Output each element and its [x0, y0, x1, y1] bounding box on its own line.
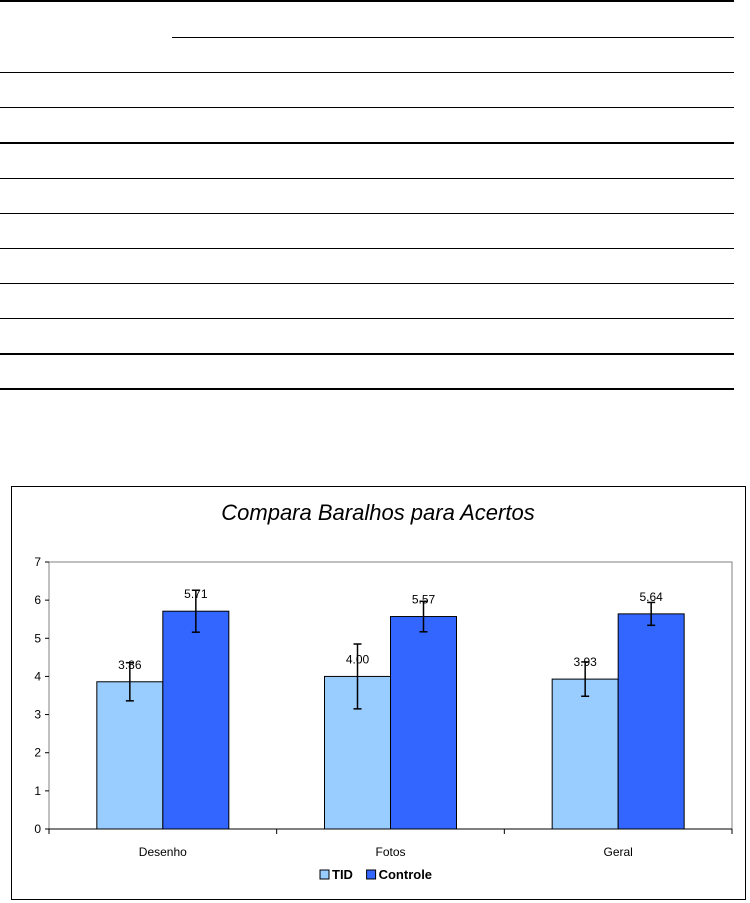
table-row-rule: [0, 248, 734, 249]
legend-label: TID: [332, 867, 353, 882]
table-row-rule: [0, 72, 734, 73]
data-label: 4.00: [346, 652, 370, 666]
y-tick-label: 3: [34, 708, 41, 722]
y-tick-label: 2: [34, 746, 41, 760]
y-tick-label: 1: [34, 784, 41, 798]
plot-area: 0 1 2 3 4 5 6 7 Desenho 3.86 5.71 Fotos 4.00 5.57 Gera…: [34, 555, 733, 882]
bar-tid: [96, 681, 164, 830]
table-row-rule: [0, 318, 734, 319]
bar-chart: Compara Baralhos para Acertos 0 1 2 3 4 5 6 7 De…: [34, 500, 733, 882]
y-tick-label: 0: [34, 822, 41, 836]
bar-controle: [390, 616, 457, 830]
table-top-rule: [0, 0, 734, 2]
y-tick-label: 6: [34, 593, 41, 607]
bar-tid: [551, 678, 619, 830]
y-tick-label: 5: [34, 631, 41, 645]
table-bottom-rule: [0, 388, 734, 390]
legend-swatch: [366, 869, 377, 880]
data-label: 3.93: [573, 655, 597, 669]
table-row-rule: [0, 142, 734, 144]
x-category-label: Geral: [603, 845, 632, 859]
data-label: 3.86: [118, 658, 142, 672]
table-row-rule: [0, 213, 734, 214]
table-row-rule: [0, 178, 734, 179]
data-label: 5.71: [184, 587, 208, 601]
x-category-label: Fotos: [375, 845, 405, 859]
chart-frame: Compara Baralhos para Acertos 0 1 2 3 4 5 6 7 De…: [11, 486, 746, 900]
chart-title: Compara Baralhos para Acertos: [221, 500, 534, 525]
legend-label: Controle: [379, 867, 432, 882]
x-category-label: Desenho: [139, 845, 187, 859]
y-tick-label: 7: [34, 555, 41, 569]
table-row-rule: [0, 353, 734, 355]
table-header-subrule: [172, 37, 734, 38]
data-label: 5.57: [412, 593, 436, 607]
bar-controle: [162, 610, 230, 830]
table-row-rule: [0, 107, 734, 108]
bar-controle: [617, 613, 685, 830]
y-tick-label: 4: [34, 669, 41, 683]
legend-swatch: [319, 869, 330, 880]
table-row-rule: [0, 283, 734, 284]
data-label: 5.64: [639, 590, 663, 604]
